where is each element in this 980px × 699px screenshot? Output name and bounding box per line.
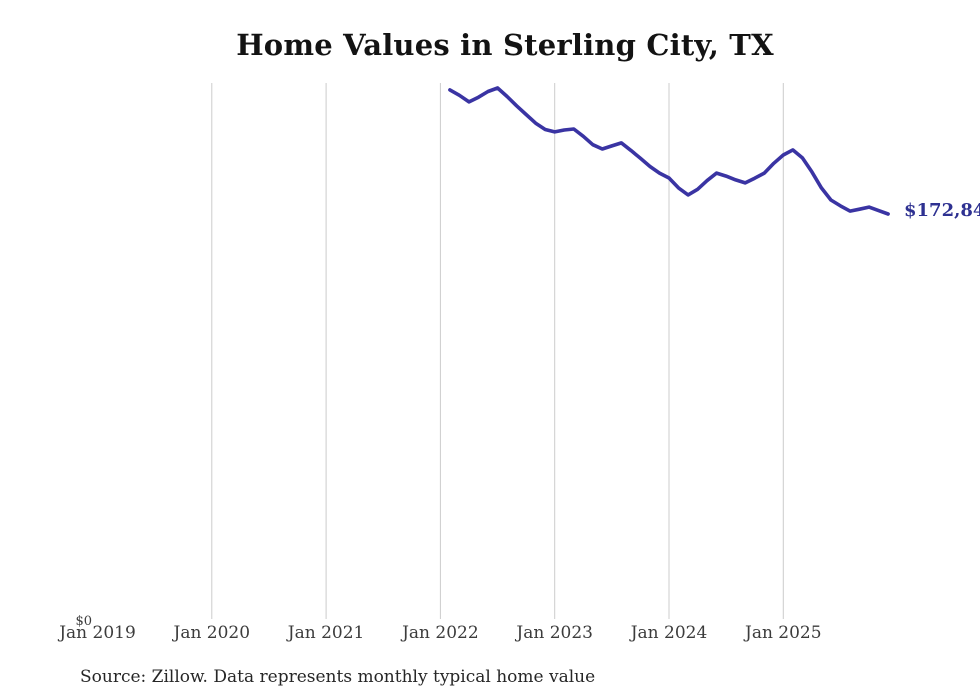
x-tick-label: Jan 2024 xyxy=(630,623,708,643)
x-tick-label: Jan 2022 xyxy=(402,623,479,643)
x-tick-label: Jan 2019 xyxy=(59,623,136,643)
latest-value-label: $172,842 xyxy=(904,200,980,221)
x-tick-label: Jan 2023 xyxy=(516,623,593,643)
x-tick-label: Jan 2025 xyxy=(745,623,822,643)
x-axis: Jan 2019 Jan 2020 Jan 2021 Jan 2022 Jan 2023… xyxy=(0,623,980,645)
x-tick-label: Jan 2021 xyxy=(287,623,365,643)
chart-title: Home Values in Sterling City, TX xyxy=(236,28,774,62)
x-tick-label: Jan 2020 xyxy=(173,623,251,643)
source-note: Source: Zillow. Data represents monthly … xyxy=(80,667,596,687)
home-value-line xyxy=(448,86,890,216)
y-axis-zero-label: $0 xyxy=(75,614,92,629)
